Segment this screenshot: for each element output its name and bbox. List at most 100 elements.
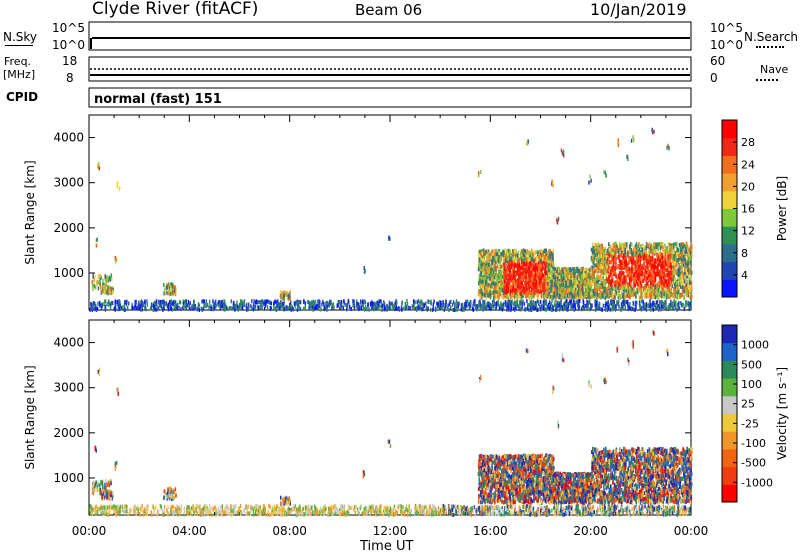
data-cell: [601, 264, 604, 269]
data-cell: [564, 300, 567, 305]
data-cell: [492, 303, 494, 308]
data-cell: [487, 251, 490, 256]
data-cell: [178, 300, 181, 305]
data-cell: [411, 304, 413, 309]
data-cell: [499, 257, 502, 262]
data-cell: [640, 272, 642, 277]
data-cell: [656, 244, 658, 249]
data-cell: [325, 301, 327, 306]
data-cell: [592, 289, 595, 294]
data-cell: [240, 299, 242, 304]
data-cell: [185, 305, 188, 310]
data-cell: [549, 284, 552, 289]
data-cell: [655, 300, 658, 305]
data-cell: [597, 304, 599, 309]
data-cell: [289, 304, 291, 309]
data-cell: [286, 292, 288, 297]
data-cell: [96, 306, 99, 311]
data-cell: [549, 306, 551, 311]
data-cell: [214, 303, 216, 308]
data-cell: [602, 268, 605, 273]
data-cell: [146, 299, 148, 304]
data-cell: [668, 274, 671, 279]
data-cell: [598, 277, 601, 282]
data-cell: [509, 294, 512, 299]
data-cell: [614, 271, 617, 276]
data-cell: [112, 290, 114, 295]
data-cell: [490, 284, 492, 289]
data-cell: [669, 306, 671, 311]
data-cell: [624, 277, 626, 282]
data-cell: [596, 249, 599, 254]
data-cell: [280, 303, 283, 308]
data-cell: [588, 307, 590, 312]
data-cell: [95, 306, 97, 311]
data-cell: [439, 306, 441, 311]
data-cell: [529, 305, 532, 310]
data-cell: [533, 291, 536, 296]
data-cell: [483, 272, 486, 277]
data-cell: [429, 300, 431, 305]
data-cell: [438, 300, 440, 305]
data-cell: [182, 299, 184, 304]
data-cell: [526, 303, 529, 308]
data-cell: [112, 287, 114, 292]
data-cell: [97, 286, 100, 291]
data-cell: [241, 300, 243, 305]
data-cell: [566, 278, 568, 283]
data-cell: [237, 304, 239, 309]
data-cell: [519, 301, 521, 306]
data-cell: [603, 247, 605, 252]
data-cell: [523, 267, 525, 272]
data-cell: [285, 292, 287, 297]
data-cell: [452, 307, 454, 312]
data-cell: [162, 307, 164, 312]
data-cell: [610, 274, 613, 279]
data-cell: [679, 244, 682, 249]
data-cell: [319, 300, 321, 305]
data-cell: [534, 289, 536, 294]
data-cell: [503, 258, 506, 263]
data-cell: [593, 263, 596, 268]
data-cell: [166, 285, 169, 290]
data-cell: [618, 264, 620, 269]
data-cell: [646, 276, 649, 281]
data-cell: [219, 305, 221, 310]
data-cell: [138, 303, 140, 308]
data-cell: [303, 299, 305, 304]
data-cell: [597, 241, 600, 246]
data-cell: [507, 263, 510, 268]
freq-panel-frame: [88, 56, 692, 82]
data-cell: [677, 289, 680, 294]
data-cell: [493, 299, 495, 304]
data-cell: [663, 294, 666, 299]
data-cell: [617, 275, 620, 280]
data-cell: [609, 279, 612, 284]
data-cell: [294, 304, 296, 309]
data-cell: [660, 243, 663, 248]
data-cell: [366, 307, 368, 312]
data-cell: [593, 288, 596, 293]
data-cell: [533, 251, 536, 256]
data-cell: [215, 303, 217, 308]
data-cell: [668, 242, 671, 247]
data-cell: [108, 289, 110, 294]
data-cell: [90, 302, 93, 307]
data-cell: [339, 301, 341, 306]
data-cell: [668, 292, 671, 297]
data-cell: [528, 302, 531, 307]
data-cell: [533, 265, 535, 270]
data-cell: [155, 302, 157, 307]
data-cell: [400, 307, 403, 312]
data-cell: [545, 264, 547, 269]
data-cell: [614, 288, 617, 293]
data-cell: [486, 303, 488, 308]
data-cell: [312, 305, 314, 310]
data-cell: [620, 265, 622, 270]
data-cell: [690, 251, 693, 256]
data-cell: [153, 303, 155, 308]
data-cell: [274, 299, 276, 304]
data-cell: [313, 301, 316, 306]
data-cell: [488, 305, 491, 310]
data-cell: [108, 285, 111, 290]
